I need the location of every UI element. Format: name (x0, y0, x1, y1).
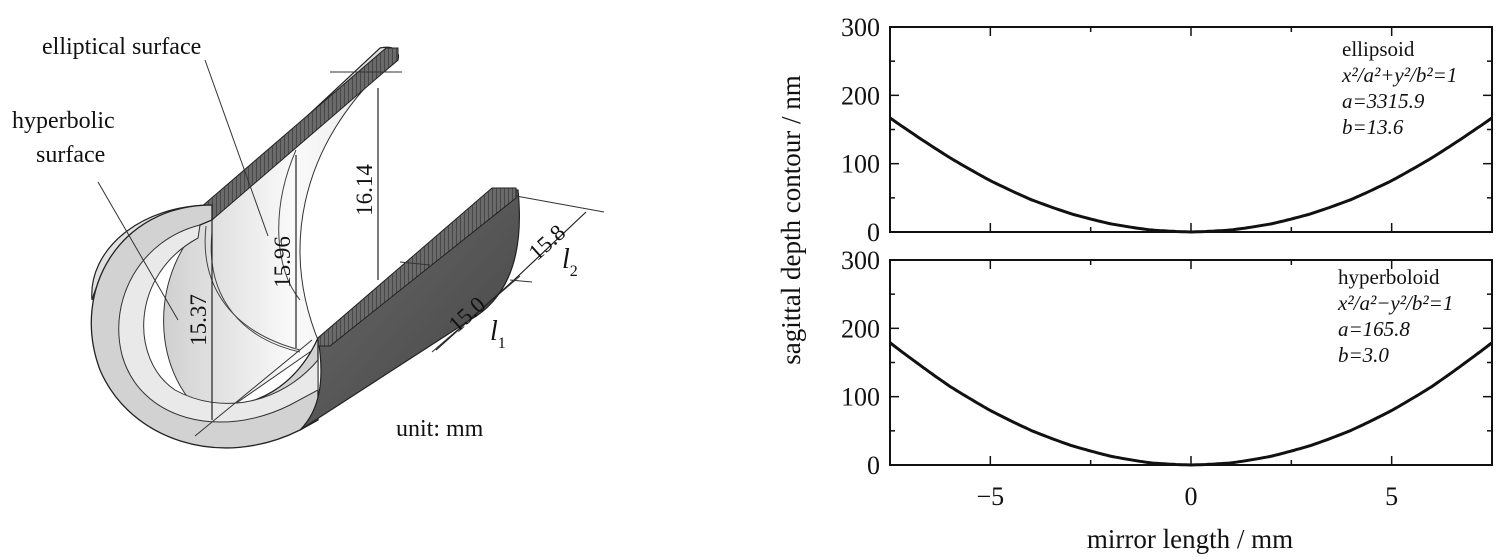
dim-line-15-0 (435, 279, 515, 351)
y-tick-label: 100 (841, 150, 880, 179)
x-tick-label: −5 (976, 482, 1004, 511)
ellipsoid-param-b: b=13.6 (1342, 115, 1404, 139)
x-axis-label: mirror length / mm (1087, 524, 1293, 554)
curve-ellipsoid (889, 116, 1493, 234)
lower-edge-face (317, 187, 517, 347)
front-ring-inner (118, 224, 319, 423)
label-unit: unit: mm (396, 416, 484, 442)
inner-arc-1 (278, 149, 301, 301)
hyperboloid-param-a: a=165.8 (1338, 317, 1410, 341)
panel-top: 0 100 200 300 ellipsoid x²/a²+y²/b²=1 a=331… (841, 13, 1493, 247)
lower-shell-block (299, 189, 520, 431)
dim-line-15-8 (513, 211, 587, 281)
ellipsoid-param-a: a=3315.9 (1342, 89, 1425, 113)
y-tick-label: 300 (841, 13, 880, 42)
label-hyperbolic: hyperbolic (12, 108, 115, 134)
y-tick-label: 0 (867, 451, 880, 480)
dim-15-37: 15.37 (186, 294, 211, 346)
x-tick-label: 5 (1385, 482, 1398, 511)
ext-line-bottom (399, 261, 431, 266)
y-tick-label: 0 (867, 218, 880, 247)
mirror-diagram: elliptical surface hyperbolic surface un… (12, 34, 605, 449)
shared-y-axis-label: sagittal depth contour / nm (776, 75, 806, 364)
ext-line-l-2 (515, 195, 605, 213)
panel-top-ticks: 0 100 200 300 (841, 13, 1493, 247)
hyperboloid-label: hyperboloid (1338, 265, 1440, 289)
symbol-l2: l2 (562, 244, 578, 280)
ext-line-15-0-end (509, 279, 533, 283)
inner-arc-2 (204, 225, 301, 351)
y-tick-label: 100 (841, 383, 880, 412)
x-tick-label: 0 (1185, 482, 1198, 511)
dim-16-14: 16.14 (352, 164, 377, 216)
curve-hyperboloid (889, 341, 1493, 467)
dim-15-96: 15.96 (270, 236, 295, 288)
hyperboloid-equation: x²/a²−y²/b²=1 (1337, 291, 1453, 315)
y-tick-label: 300 (841, 246, 880, 275)
panel-bottom-ticks: 0 100 200 300 −5 0 5 (841, 246, 1493, 511)
ellipsoid-label: ellipsoid (1342, 37, 1415, 61)
label-elliptical-surface: elliptical surface (42, 34, 201, 60)
leader-elliptical (204, 59, 269, 237)
symbol-l1: l1 (490, 316, 506, 352)
hyperboloid-param-b: b=3.0 (1338, 343, 1389, 367)
leader-hyperbolic (97, 181, 179, 321)
panel-bottom: 0 100 200 300 −5 0 5 hyperboloid x²/a²−y²/b²=1… (841, 246, 1493, 554)
y-tick-label: 200 (841, 314, 880, 343)
charts: sagittal depth contour / nm 0 100 200 300 e… (776, 13, 1493, 554)
y-tick-label: 200 (841, 81, 880, 110)
ellipsoid-equation: x²/a²+y²/b²=1 (1341, 63, 1457, 87)
label-surface: surface (36, 142, 105, 168)
leader-base (194, 339, 313, 437)
